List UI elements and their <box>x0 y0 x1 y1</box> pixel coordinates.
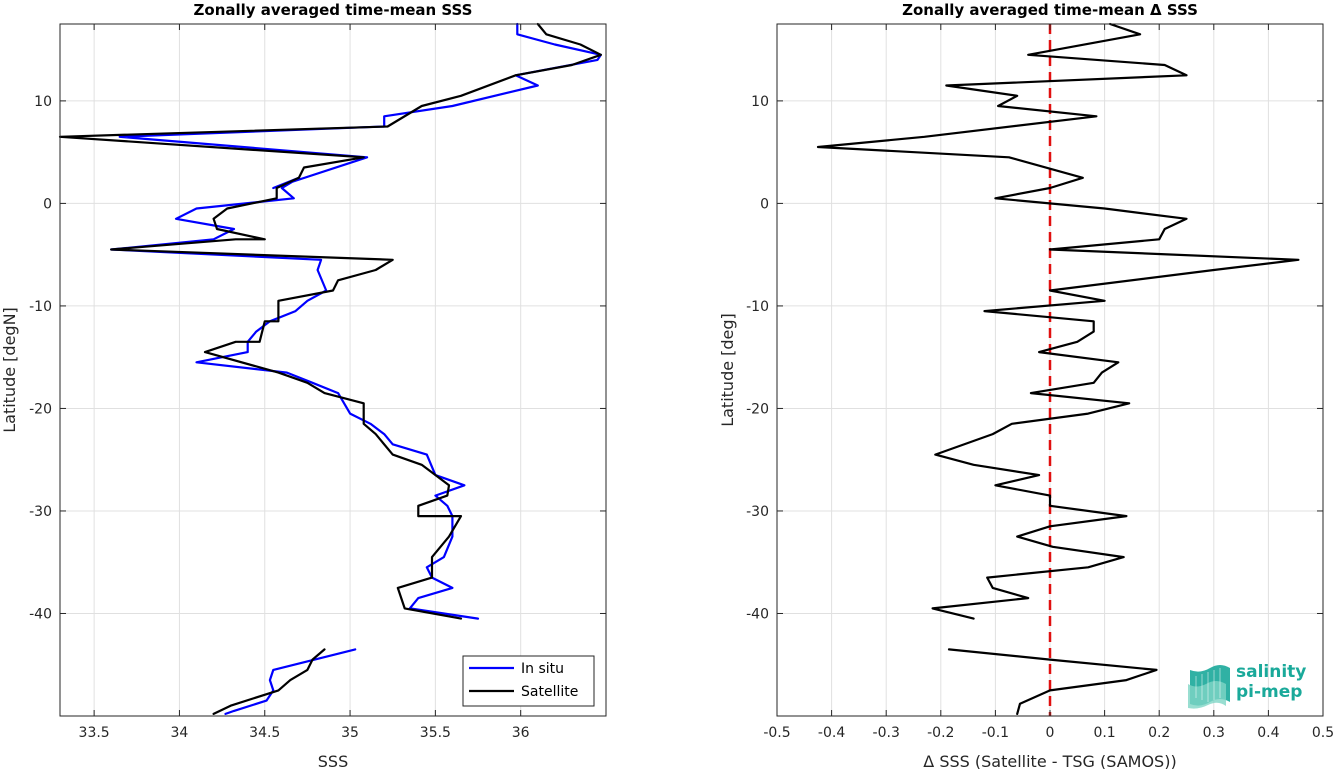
right-chart-xlabel: Δ SSS (Satellite - TSG (SAMOS)) <box>923 752 1176 769</box>
right-x-tick-label: 0.2 <box>1148 725 1170 741</box>
left-chart-title: Zonally averaged time-mean SSS <box>194 1 473 19</box>
left-x-tick-label: 35.5 <box>420 725 451 741</box>
right-x-tick-label: -0.5 <box>763 725 790 741</box>
right-y-tick-label: 10 <box>751 94 769 110</box>
logo-line2: pi-mep <box>1236 682 1303 702</box>
left-series-in-situ-segment-0 <box>110 22 603 620</box>
right-series-delta-sss-segment-0 <box>816 22 1300 620</box>
legend-insitu-label: In situ <box>521 661 564 677</box>
right-x-tick-label: -0.2 <box>927 725 954 741</box>
right-x-tick-label: 0.3 <box>1203 725 1225 741</box>
left-y-tick-label: 0 <box>43 196 52 212</box>
left-x-tick-label: 33.5 <box>79 725 110 741</box>
right-series-delta-sss-segment-1 <box>947 648 1158 716</box>
logo-line1: salinity <box>1236 662 1307 682</box>
legend-satellite-label: Satellite <box>521 684 578 700</box>
logo-waves-icon <box>1188 665 1230 709</box>
left-x-tick-label: 34 <box>171 725 189 741</box>
right-chart: -0.5 -0.4 -0.3 -0.2 -0.1 0 0.1 0.2 0.3 0.4 0.5 -40 -… <box>718 1 1334 769</box>
right-y-tick-label: -40 <box>746 606 769 622</box>
right-x-tick-label: -0.3 <box>873 725 900 741</box>
left-y-tick-label: -40 <box>29 606 52 622</box>
left-series-satellite-segment-1 <box>212 648 326 716</box>
right-chart-title: Zonally averaged time-mean Δ SSS <box>902 1 1198 19</box>
left-series-satellite-segment-0 <box>58 22 603 620</box>
right-x-tick-label: 0.5 <box>1312 725 1334 741</box>
left-x-tick-label: 36 <box>512 725 530 741</box>
left-y-tick-label: -20 <box>29 401 52 417</box>
left-series-in-situ-segment-1 <box>224 648 357 716</box>
salinity-pi-mep-logo: salinity pi-mep <box>1186 658 1312 710</box>
left-x-tick-label: 34.5 <box>249 725 280 741</box>
left-y-tick-label: -10 <box>29 299 52 315</box>
left-x-tick-label: 35 <box>341 725 359 741</box>
right-y-tick-label: -30 <box>746 504 769 520</box>
right-x-tick-label: 0 <box>1046 725 1055 741</box>
right-x-tick-label: 0.1 <box>1093 725 1115 741</box>
left-chart-xlabel: SSS <box>318 752 348 769</box>
right-x-tick-label: -0.4 <box>818 725 845 741</box>
right-y-tick-label: -20 <box>746 401 769 417</box>
right-chart-ylabel: Latitude [deg] <box>718 313 737 427</box>
right-y-tick-label: 0 <box>760 196 769 212</box>
left-y-tick-label: 10 <box>34 94 52 110</box>
left-y-tick-label: -30 <box>29 504 52 520</box>
legend-box <box>462 655 595 707</box>
left-chart-ylabel: Latitude [degN] <box>0 307 19 433</box>
right-x-tick-label: 0.4 <box>1257 725 1279 741</box>
right-y-tick-label: -10 <box>746 299 769 315</box>
right-x-tick-label: -0.1 <box>982 725 1009 741</box>
legend: In situ Satellite <box>462 655 595 707</box>
left-chart: 33.5 34 34.5 35 35.5 36 -40 -30 -20 -10 0 10 Zonall… <box>0 1 607 769</box>
